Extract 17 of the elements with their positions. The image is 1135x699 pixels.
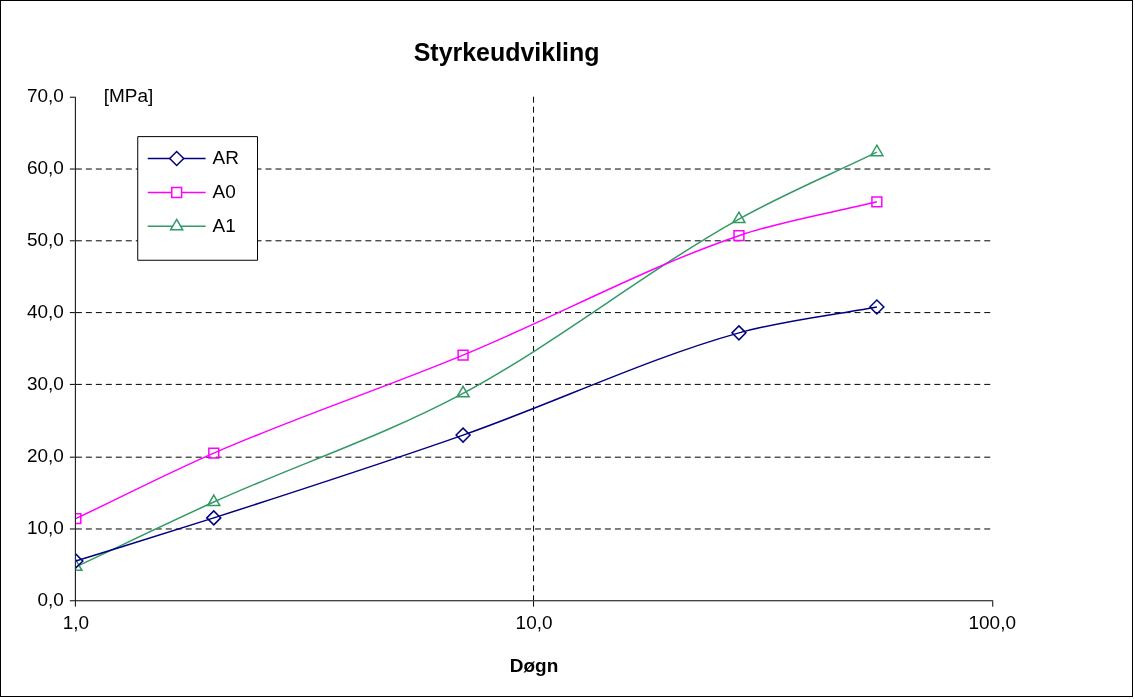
x-tick-label: 1,0 <box>62 612 90 634</box>
y-tick-label: 10,0 <box>26 516 64 538</box>
x-axis-title: Døgn <box>509 654 559 676</box>
x-tick-label: 100,0 <box>968 612 1016 634</box>
legend-label: A1 <box>212 214 236 236</box>
y-tick-label: 40,0 <box>26 300 64 322</box>
x-tick-label: 10,0 <box>515 612 553 634</box>
legend-label: AR <box>212 146 239 168</box>
y-tick-label: 60,0 <box>26 156 64 178</box>
legend-label: A0 <box>212 180 236 202</box>
y-tick-label: 70,0 <box>26 84 64 106</box>
y-axis-title: [MPa] <box>103 84 154 106</box>
chart-title: Styrkeudvikling <box>413 37 600 66</box>
y-tick-label: 50,0 <box>26 228 64 250</box>
y-tick-label: 0,0 <box>37 588 64 610</box>
y-tick-label: 30,0 <box>26 372 64 394</box>
y-tick-label: 20,0 <box>26 444 64 466</box>
